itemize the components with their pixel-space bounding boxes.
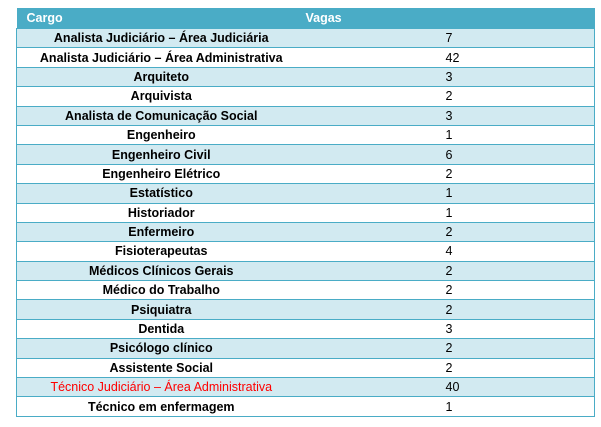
cargo-cell: Técnico em enfermagem [16,396,306,417]
vagas-cell: 2 [305,358,595,379]
vagas-cell: 3 [305,67,595,88]
vagas-cell: 1 [305,183,595,204]
header-cargo: Cargo [16,8,306,29]
cargo-cell: Médicos Clínicos Gerais [16,261,306,282]
cargo-cell: Historiador [16,203,306,223]
table-row: Psicólogo clínico 2 [16,338,595,359]
table-row: Analista de Comunicação Social 3 [16,106,595,126]
vagas-cell: 2 [305,261,595,282]
cargo-cell: Estatístico [16,183,306,204]
vagas-cell: 1 [305,125,595,146]
table-row: Fisioterapeutas 4 [16,241,595,262]
header-vagas: Vagas [305,8,595,29]
vagas-cell: 2 [305,280,595,301]
table-body: Analista Judiciário – Área Judiciária 7 An… [16,28,595,417]
table-row: Engenheiro Elétrico 2 [16,164,595,185]
cargo-cell: Analista Judiciário – Área Judiciária [16,28,306,49]
table-row: Engenheiro 1 [16,125,595,146]
table-row: Arquivista 2 [16,86,595,107]
cargo-cell: Engenheiro Elétrico [16,164,306,185]
vagas-cell: 6 [305,144,595,165]
table-row: Enfermeiro 2 [16,222,595,243]
cargo-cell: Engenheiro [16,125,306,146]
table-row: Historiador 1 [16,203,595,223]
vagas-cell: 42 [305,47,595,68]
vagas-cell: 2 [305,86,595,107]
cargo-cell: Assistente Social [16,358,306,379]
vacancies-table: Cargo Vagas Analista Judiciário – Área J… [16,8,595,417]
table-row: Estatístico 1 [16,183,595,204]
table-row: Assistente Social 2 [16,358,595,379]
cargo-cell: Psicólogo clínico [16,338,306,359]
vagas-cell: 1 [305,396,595,417]
table-row: Analista Judiciário – Área Judiciária 7 [16,28,595,49]
cargo-cell: Dentida [16,319,306,340]
table-row: Arquiteto 3 [16,67,595,88]
table-row: Psiquiatra 2 [16,299,595,320]
vagas-cell: 7 [305,28,595,49]
table-row: Técnico Judiciário – Área Administrativa… [16,377,595,398]
vagas-cell: 2 [305,299,595,320]
table-row: Engenheiro Civil 6 [16,144,595,165]
vagas-cell: 3 [305,319,595,340]
cargo-cell: Técnico Judiciário – Área Administrativa [16,377,306,398]
vacancies-table-container: Cargo Vagas Analista Judiciário – Área J… [16,8,595,417]
header-row: Cargo Vagas [16,8,595,29]
table-row: Médico do Trabalho 2 [16,280,595,301]
cargo-cell: Engenheiro Civil [16,144,306,165]
cargo-cell: Psiquiatra [16,299,306,320]
vagas-cell: 2 [305,338,595,359]
vagas-cell: 4 [305,241,595,262]
table-row: Analista Judiciário – Área Administrativ… [16,47,595,68]
vagas-cell: 3 [305,106,595,126]
cargo-cell: Médico do Trabalho [16,280,306,301]
table-header: Cargo Vagas [16,8,595,29]
cargo-cell: Arquivista [16,86,306,107]
vagas-cell: 2 [305,222,595,243]
table-row: Médicos Clínicos Gerais 2 [16,261,595,282]
cargo-cell: Enfermeiro [16,222,306,243]
vagas-cell: 2 [305,164,595,185]
vagas-cell: 1 [305,203,595,223]
table-row: Técnico em enfermagem 1 [16,396,595,417]
vagas-cell: 40 [305,377,595,398]
cargo-cell: Analista de Comunicação Social [16,106,306,126]
cargo-cell: Analista Judiciário – Área Administrativ… [16,47,306,68]
cargo-cell: Fisioterapeutas [16,241,306,262]
table-row: Dentida 3 [16,319,595,340]
cargo-cell: Arquiteto [16,67,306,88]
